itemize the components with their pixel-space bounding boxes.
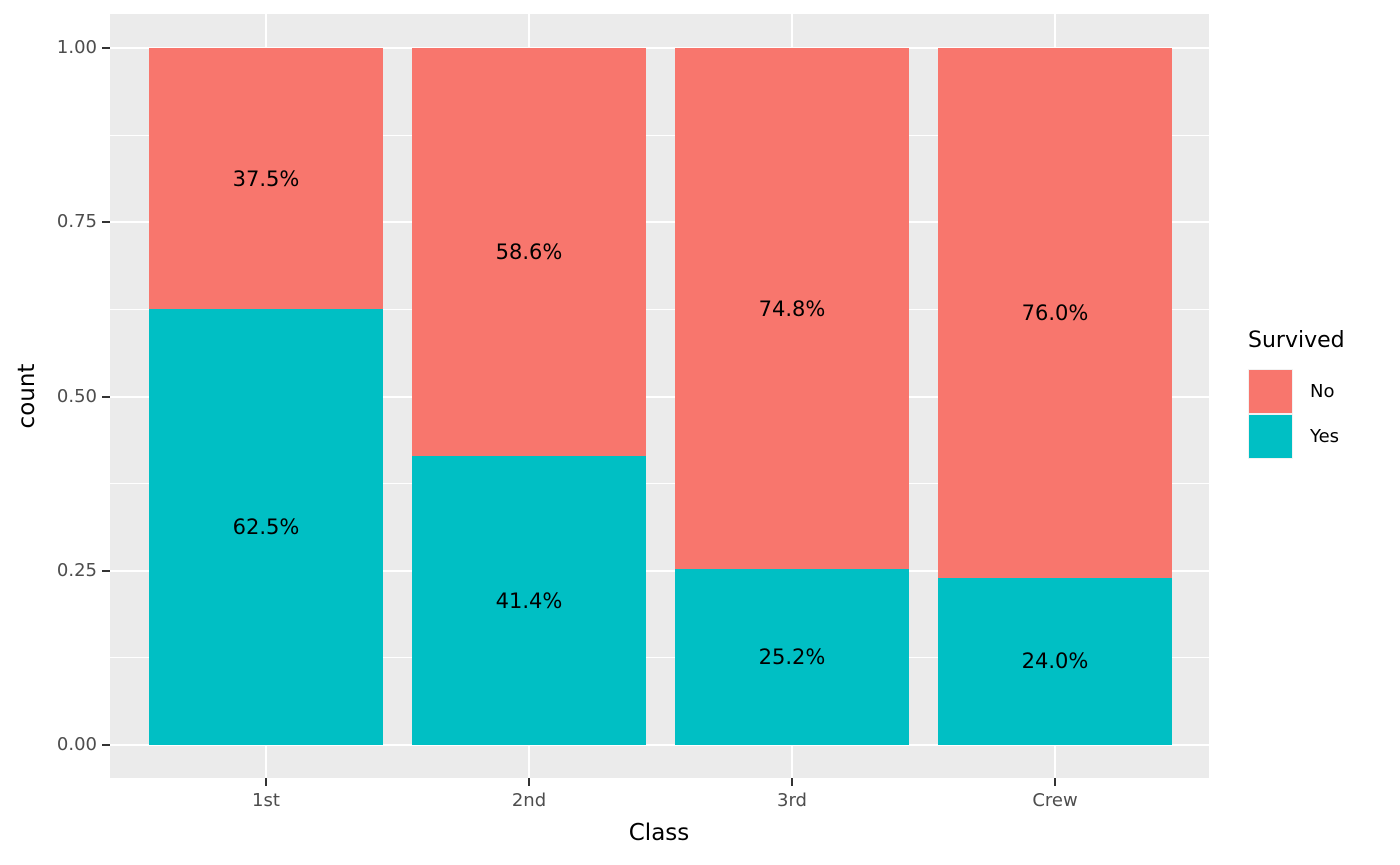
legend-key-swatch-yes xyxy=(1248,414,1293,459)
gridline-major-horizontal xyxy=(110,47,1209,49)
legend-entry-label: No xyxy=(1310,381,1335,402)
bar-segment-no-3rd xyxy=(675,48,909,570)
legend-entry-label: Yes xyxy=(1310,426,1340,447)
legend: Survived No Yes xyxy=(1248,328,1345,459)
y-axis-tick-label: 0.00 xyxy=(56,734,97,755)
segment-label-yes-1st: 62.5% xyxy=(232,515,300,540)
legend-entries: No Yes xyxy=(1248,369,1345,459)
segment-label-no-Crew: 76.0% xyxy=(1021,300,1089,325)
gridline-minor-horizontal xyxy=(110,308,1209,310)
gridline-minor-horizontal xyxy=(110,483,1209,485)
y-axis-tick-mark xyxy=(102,569,110,572)
y-axis-tick-label: 0.25 xyxy=(56,559,97,581)
legend-key-swatch-no xyxy=(1248,369,1293,414)
y-axis-tick-mark xyxy=(102,395,110,398)
y-axis-tick-mark xyxy=(102,221,110,224)
y-axis-tick-mark xyxy=(102,47,110,49)
gridline-major-horizontal xyxy=(110,569,1209,572)
bar-segment-yes-1st xyxy=(149,309,383,745)
segment-label-no-3rd: 74.8% xyxy=(758,296,826,321)
bar-segment-yes-Crew xyxy=(938,577,1172,745)
segment-label-yes-3rd: 25.2% xyxy=(758,645,826,670)
gridline-major-horizontal xyxy=(110,744,1209,746)
bar-segment-yes-3rd xyxy=(675,569,909,745)
bar-segment-no-2nd xyxy=(412,48,646,457)
x-axis-tick-label: 3rd xyxy=(777,790,807,811)
y-axis-tick-label: 0.50 xyxy=(56,385,97,407)
x-axis-tick-mark xyxy=(265,778,267,786)
x-axis-tick-mark xyxy=(791,778,793,786)
segment-label-no-1st: 37.5% xyxy=(232,166,300,191)
legend-entry-yes: Yes xyxy=(1248,414,1345,459)
segment-label-yes-Crew: 24.0% xyxy=(1021,649,1089,674)
gridline-minor-horizontal xyxy=(110,657,1209,659)
bar-segment-yes-2nd xyxy=(412,456,646,745)
y-axis-tick-mark xyxy=(102,744,110,746)
gridline-major-horizontal xyxy=(110,221,1209,224)
x-axis-tick-label: 2nd xyxy=(511,790,547,811)
plot-panel: 37.5% 62.5% 58.6% 41.4% 74.8% 25.2% 76.0% 24.0% xyxy=(110,14,1209,778)
legend-title: Survived xyxy=(1248,328,1345,353)
y-axis-tick-label: 0.75 xyxy=(56,211,97,233)
segment-label-yes-2nd: 41.4% xyxy=(495,588,563,613)
x-axis-tick-label: Crew xyxy=(1032,790,1078,811)
bar-segment-no-1st xyxy=(149,48,383,310)
x-axis-title: Class xyxy=(628,820,690,846)
x-axis-tick-mark xyxy=(528,778,530,786)
x-axis-tick-label: 1st xyxy=(252,790,280,811)
y-axis-title: count xyxy=(14,363,40,429)
legend-entry-no: No xyxy=(1248,369,1345,414)
segment-label-no-2nd: 58.6% xyxy=(495,240,563,265)
gridline-major-horizontal xyxy=(110,395,1209,398)
bar-segment-no-Crew xyxy=(938,48,1172,578)
gridline-minor-horizontal xyxy=(110,134,1209,136)
y-axis-tick-label: 1.00 xyxy=(56,37,97,58)
x-axis-tick-mark xyxy=(1054,778,1056,786)
